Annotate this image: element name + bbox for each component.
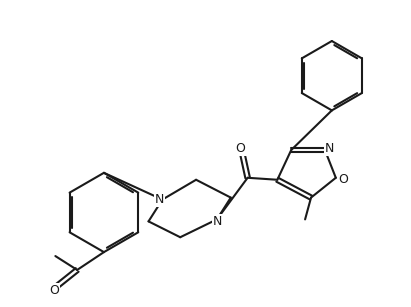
Text: N: N: [213, 215, 223, 228]
Text: O: O: [236, 142, 246, 154]
Text: O: O: [338, 173, 348, 186]
Text: O: O: [49, 284, 59, 297]
Text: N: N: [155, 193, 164, 206]
Text: N: N: [325, 142, 335, 154]
